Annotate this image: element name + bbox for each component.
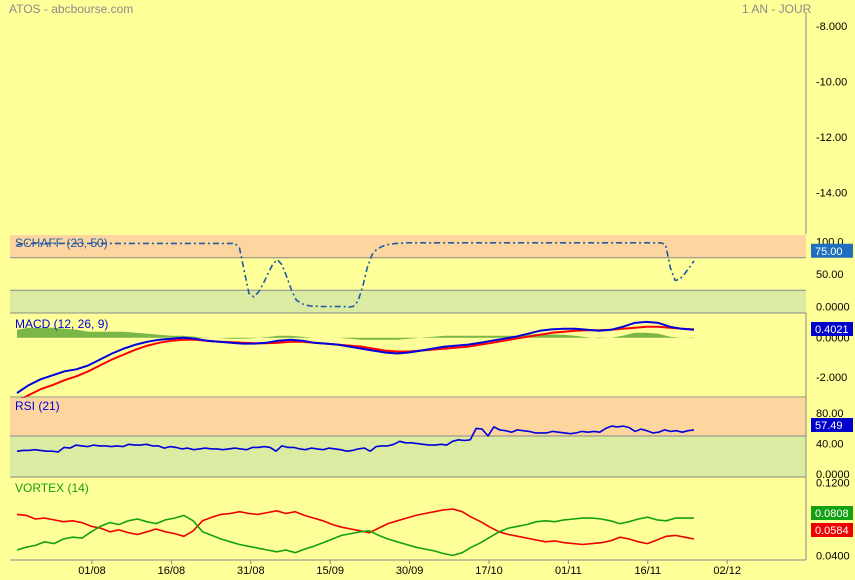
vortex-y-tick: 0.1200 [816, 478, 850, 490]
schaff-y-tick: 0.0000 [816, 302, 850, 314]
vortex-minus-last-value: 0.0584 [815, 525, 849, 537]
rsi-y-tick: 80.00 [816, 408, 844, 420]
x-tick-label: 01/11 [555, 565, 582, 577]
price-y-tick: -12.00 [816, 132, 847, 144]
vortex-plus-last-value: 0.0808 [815, 508, 849, 520]
x-tick-label: 17/10 [475, 565, 503, 577]
chart-title: ATOS - abcbourse.com [9, 2, 134, 16]
schaff-last-value-bg [811, 243, 853, 258]
vortex-plus-line [16, 514, 694, 557]
macd-signal-line [16, 325, 695, 402]
macd-last-value-bg [811, 322, 853, 336]
schaff-last-value: 75.00 [815, 246, 843, 258]
schaff-title: SCHAFF (23, 50) [15, 236, 108, 250]
schaff-y-tick: 50.00 [816, 269, 844, 281]
rsi-y-tick: 0.0000 [816, 469, 850, 481]
schaff-high-zone [10, 235, 806, 258]
macd-y-tick: -2.000 [816, 372, 847, 384]
x-tick-label: 02/12 [713, 565, 741, 577]
vortex-y-tick: 0.0400 [816, 550, 850, 562]
x-tick-label: 01/08 [78, 565, 106, 577]
rsi-title: RSI (21) [15, 399, 60, 413]
rsi-last-value: 57.49 [815, 420, 843, 432]
macd-line [16, 320, 695, 394]
x-tick-label: 31/08 [237, 565, 265, 577]
rsi-last-value-bg [811, 418, 853, 432]
price-y-tick: -14.00 [816, 187, 847, 199]
price-y-tick: -8.000 [816, 21, 847, 33]
vortex-minus-last-value-bg [811, 523, 853, 537]
rsi-high-zone [10, 398, 806, 436]
price-y-tick: -10.00 [816, 76, 847, 88]
rsi-y-tick: 40.00 [816, 439, 844, 451]
x-tick-label: 15/09 [316, 565, 344, 577]
schaff-line [16, 242, 695, 308]
macd-title: MACD (12, 26, 9) [15, 317, 108, 331]
schaff-low-zone [10, 290, 806, 313]
macd-last-value: 0.4021 [815, 324, 849, 336]
vortex-minus-line [16, 508, 695, 546]
x-tick-label: 16/08 [158, 565, 186, 577]
vortex-plus-last-value-bg [811, 506, 853, 520]
period-label: 1 AN - JOUR [742, 2, 812, 16]
vortex-title: VORTEX (14) [15, 481, 89, 495]
x-tick-label: 16/11 [634, 565, 661, 577]
rsi-line [16, 425, 695, 453]
x-tick-label: 30/09 [396, 565, 424, 577]
